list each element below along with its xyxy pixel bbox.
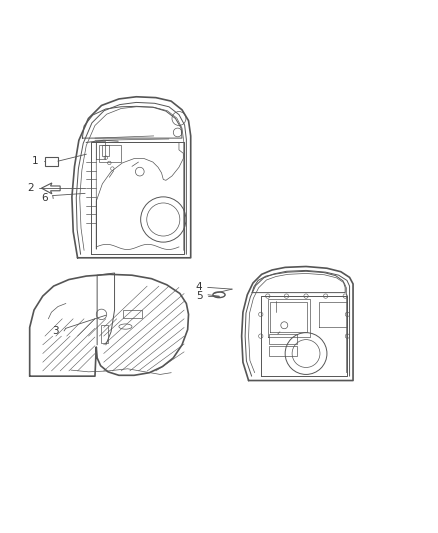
- Bar: [99, 144, 121, 162]
- Text: 2: 2: [27, 183, 34, 193]
- Text: 1: 1: [32, 156, 39, 166]
- Bar: [123, 310, 141, 318]
- Bar: [268, 346, 297, 356]
- Text: 6: 6: [41, 193, 48, 203]
- Bar: [102, 144, 109, 156]
- Bar: [45, 157, 58, 166]
- Text: 5: 5: [196, 291, 202, 301]
- Bar: [268, 334, 297, 344]
- Bar: [101, 325, 109, 343]
- Text: 3: 3: [52, 326, 59, 336]
- Text: 4: 4: [196, 282, 202, 293]
